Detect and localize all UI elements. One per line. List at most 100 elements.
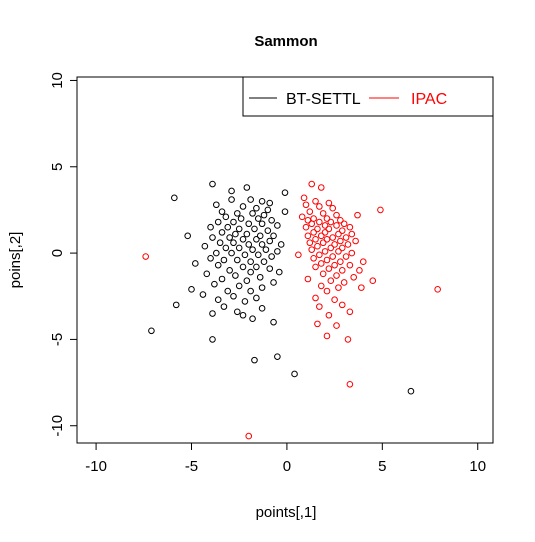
data-point <box>251 356 258 364</box>
data-point <box>319 210 327 217</box>
data-point <box>172 301 180 309</box>
x-axis: -10 -5 0 5 10 <box>85 442 486 475</box>
data-point <box>304 216 312 224</box>
data-point <box>253 263 260 271</box>
data-point <box>239 263 247 271</box>
data-point <box>274 248 281 255</box>
data-point <box>277 241 285 248</box>
data-point <box>348 230 356 238</box>
data-point <box>224 223 232 231</box>
data-point <box>356 267 363 274</box>
data-point <box>323 256 331 264</box>
data-point <box>316 251 323 259</box>
data-point <box>323 215 331 222</box>
data-point <box>226 267 233 274</box>
data-point <box>247 268 254 276</box>
legend-box <box>242 76 494 117</box>
data-point <box>249 210 256 217</box>
scatter-points <box>142 180 441 440</box>
data-point <box>270 232 277 240</box>
data-point <box>256 273 264 281</box>
data-point <box>245 432 253 440</box>
data-point <box>226 234 233 241</box>
data-point <box>253 204 260 212</box>
data-point <box>329 253 337 260</box>
data-point <box>312 263 319 271</box>
data-point <box>192 260 199 267</box>
data-point <box>275 268 283 276</box>
data-point <box>344 336 352 343</box>
data-point <box>325 225 333 233</box>
data-point <box>235 282 243 290</box>
data-point <box>316 303 323 310</box>
data-point <box>228 249 235 257</box>
data-point <box>239 311 247 319</box>
data-point <box>329 234 337 241</box>
data-point <box>327 218 335 226</box>
data-point <box>317 184 325 191</box>
data-point <box>337 237 344 245</box>
data-point <box>333 272 340 279</box>
plot-area-frame <box>76 76 494 444</box>
data-point <box>184 232 191 240</box>
data-point <box>239 235 247 243</box>
data-point <box>304 232 312 240</box>
data-point <box>317 282 325 290</box>
data-point <box>258 305 266 312</box>
data-point <box>325 311 333 319</box>
data-point <box>142 253 149 260</box>
data-point <box>266 265 274 272</box>
data-point <box>306 208 314 215</box>
data-point <box>233 210 241 217</box>
data-point <box>239 203 247 210</box>
data-point <box>201 242 209 250</box>
data-point <box>316 203 323 210</box>
data-point <box>314 242 321 250</box>
data-point <box>342 253 350 260</box>
legend-label-ipac: IPAC <box>411 91 447 108</box>
data-point <box>260 211 268 219</box>
data-point <box>337 216 344 224</box>
data-point <box>331 241 338 248</box>
data-point <box>188 286 195 293</box>
data-point <box>306 239 314 247</box>
data-point <box>245 220 253 228</box>
data-point <box>232 272 239 279</box>
data-point <box>323 287 331 295</box>
data-point <box>369 277 377 285</box>
data-point <box>228 196 235 203</box>
data-point <box>308 246 316 253</box>
data-point <box>230 292 237 300</box>
data-point <box>312 235 319 243</box>
data-point <box>211 280 218 288</box>
data-point <box>245 241 253 248</box>
data-point <box>270 279 277 286</box>
data-point <box>319 270 327 278</box>
data-point <box>243 184 251 191</box>
data-point <box>323 332 331 340</box>
y-tick-label: -10 <box>49 415 66 437</box>
data-point <box>254 251 262 259</box>
legend-label-bt-settl: BT-SETTL <box>286 91 361 108</box>
data-point <box>323 235 331 243</box>
data-point <box>207 223 214 231</box>
data-point <box>342 234 350 241</box>
data-point <box>298 213 306 221</box>
data-point <box>321 222 329 229</box>
data-point <box>241 298 249 305</box>
data-point <box>348 249 356 257</box>
data-point <box>232 230 239 238</box>
data-point <box>335 230 342 238</box>
data-point <box>346 223 354 231</box>
data-point <box>340 220 348 228</box>
data-point <box>207 254 214 262</box>
data-point <box>327 244 335 252</box>
data-point <box>235 225 243 233</box>
data-point <box>295 251 302 259</box>
data-point <box>254 215 262 222</box>
data-point <box>274 353 281 360</box>
data-point <box>346 381 354 388</box>
data-point <box>321 248 329 255</box>
x-tick-label: 0 <box>283 458 291 475</box>
